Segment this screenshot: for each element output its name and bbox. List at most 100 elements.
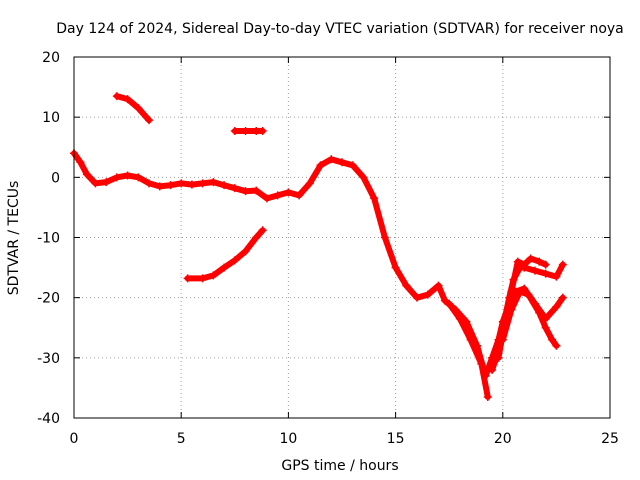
series-upper-branch-2	[494, 254, 550, 362]
data-point	[370, 194, 379, 203]
series-segment-flat	[230, 127, 267, 136]
data-point	[515, 287, 524, 296]
x-axis-label: GPS time / hours	[281, 458, 398, 474]
data-point	[295, 191, 304, 200]
x-tick-label: 5	[177, 431, 186, 447]
series-trace	[71, 150, 566, 379]
data-point	[402, 281, 411, 290]
data-point	[423, 290, 432, 299]
data-point	[541, 323, 550, 332]
data-point	[220, 181, 229, 190]
data-point	[112, 173, 121, 182]
data-point	[252, 186, 261, 195]
data-point	[134, 104, 143, 113]
data-point	[91, 179, 100, 188]
x-tick-label: 15	[387, 431, 405, 447]
data-point	[338, 158, 346, 167]
y-tick-label: 10	[42, 110, 60, 126]
data-point	[548, 335, 557, 344]
series-trace	[489, 261, 566, 373]
data-point	[155, 182, 164, 191]
data-point	[552, 302, 561, 311]
data-point	[76, 158, 85, 167]
series-main-track	[70, 149, 567, 380]
x-tick-label: 20	[494, 431, 512, 447]
data-point	[348, 161, 357, 170]
data-point	[524, 290, 533, 299]
data-point	[284, 188, 293, 197]
data-point	[134, 173, 143, 182]
data-point	[230, 127, 239, 136]
data-point	[530, 266, 539, 275]
data-point	[209, 271, 218, 280]
data-point	[552, 272, 561, 281]
data-point	[230, 256, 239, 265]
data-point	[258, 127, 267, 136]
data-point	[252, 233, 261, 242]
tick-labels: 0 5 10 15 20 25 -40 -30 -20 -10 0 10 20	[37, 50, 619, 447]
y-tick-label: 20	[42, 50, 60, 66]
x-tick-label: 0	[70, 431, 79, 447]
series-segment-rising	[183, 226, 267, 283]
data-point	[145, 116, 154, 125]
data-point	[513, 257, 522, 266]
series-trace	[113, 93, 152, 124]
y-tick-label: -30	[37, 351, 60, 367]
data-point	[541, 269, 550, 278]
data-point	[177, 179, 186, 188]
data-point	[498, 335, 507, 344]
data-point	[187, 180, 196, 189]
y-axis-label: SDTVAR / TECUs	[6, 181, 22, 296]
data-point	[123, 95, 132, 104]
grid-lines	[74, 57, 610, 418]
data-point	[535, 308, 544, 317]
data-point	[477, 359, 486, 368]
data-point	[526, 254, 535, 263]
data-point	[434, 281, 443, 290]
data-point	[183, 274, 192, 283]
data-point	[262, 194, 271, 203]
data-point	[273, 191, 282, 200]
y-tick-label: 0	[51, 170, 60, 186]
data-point	[445, 299, 454, 308]
data-point	[258, 226, 267, 235]
data-point	[241, 127, 250, 136]
data-point	[230, 184, 239, 193]
data-point	[380, 233, 389, 242]
data-point	[209, 178, 218, 187]
data-point	[102, 178, 111, 187]
x-tick-label: 10	[279, 431, 297, 447]
data-point	[327, 155, 336, 164]
data-point	[166, 181, 175, 190]
data-point	[507, 287, 516, 296]
data-point	[241, 187, 250, 196]
y-tick-label: -40	[37, 411, 60, 427]
data-series	[70, 92, 567, 401]
chart-title: Day 124 of 2024, Sidereal Day-to-day VTE…	[56, 21, 624, 37]
data-point	[316, 161, 325, 170]
data-point	[507, 305, 516, 314]
data-point	[455, 314, 464, 323]
data-point	[112, 92, 121, 101]
series-upper-branch-3	[498, 287, 561, 350]
data-point	[466, 335, 475, 344]
data-point	[391, 263, 400, 272]
data-point	[220, 263, 229, 272]
data-point	[558, 260, 567, 269]
data-point	[305, 179, 314, 188]
data-point	[123, 171, 132, 180]
y-tick-label: -20	[37, 291, 60, 307]
data-point	[440, 296, 449, 305]
series-trace	[499, 288, 560, 349]
series-lower-branch	[445, 299, 492, 401]
data-point	[520, 260, 529, 269]
plot-frame	[73, 56, 611, 419]
x-tick-label: 25	[601, 431, 619, 447]
data-point	[541, 260, 550, 269]
data-point	[359, 173, 368, 182]
data-point	[483, 392, 492, 401]
data-point	[413, 293, 422, 302]
data-point	[488, 365, 497, 374]
data-point	[558, 293, 567, 302]
